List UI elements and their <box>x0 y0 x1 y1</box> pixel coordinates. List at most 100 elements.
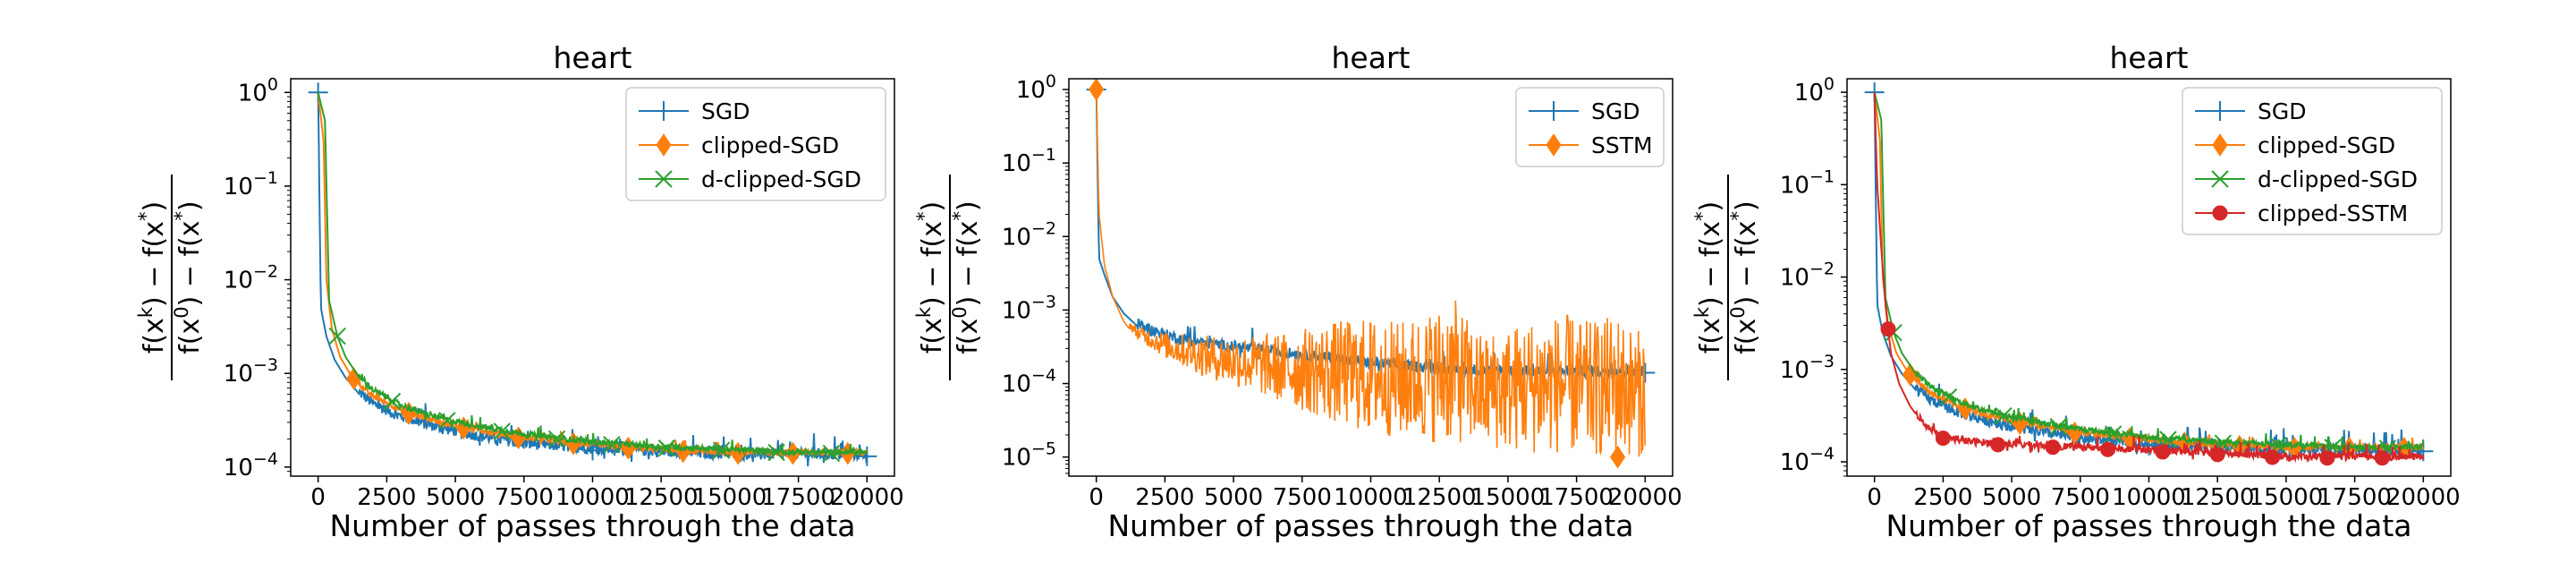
legend-label: clipped-SGD <box>2258 132 2395 158</box>
legend-item: d-clipped-SGD <box>2195 166 2418 192</box>
y-tick-label: 100 <box>1016 72 1056 104</box>
y-tick-label: 10−4 <box>1780 444 1835 476</box>
legend-item: SGD <box>639 98 750 124</box>
data-marker <box>657 439 676 457</box>
x-tick-label: 0 <box>1867 484 1882 511</box>
data-marker <box>2155 444 2171 460</box>
data-marker <box>2265 449 2281 465</box>
data-marker <box>712 441 731 459</box>
data-marker <box>2209 447 2225 463</box>
y-tick-label: 10−2 <box>1002 218 1056 251</box>
series-d-clipped-SGD <box>1873 91 2425 457</box>
data-marker <box>2099 441 2115 457</box>
x-tick-label: 2500 <box>1913 484 1972 511</box>
x-tick-label: 0 <box>310 484 326 511</box>
legend-item: clipped-SSTM <box>2195 200 2408 226</box>
x-tick-label: 17500 <box>2318 484 2392 511</box>
legend-marker <box>654 101 674 121</box>
data-marker <box>1902 362 1919 387</box>
x-tick-label: 12500 <box>1402 484 1477 511</box>
legend-label: d-clipped-SGD <box>701 166 861 192</box>
y-axis-label: f(xk) − f(x*)f(x0) − f(x*) <box>1691 175 1762 380</box>
x-tick-label: 15000 <box>693 484 767 511</box>
x-tick-label: 5000 <box>1982 484 2041 511</box>
data-marker <box>2104 425 2123 443</box>
legend-box <box>625 87 886 201</box>
x-tick-label: 17500 <box>1539 484 1614 511</box>
x-tick-label: 5000 <box>1204 484 1263 511</box>
x-tick-label: 7500 <box>2051 484 2110 511</box>
data-marker <box>1935 430 1951 447</box>
y-tick-label: 10−1 <box>1780 166 1835 199</box>
data-marker <box>675 439 691 464</box>
y-label-denominator: f(x0) − f(x*) <box>949 200 984 354</box>
legend-label: clipped-SGD <box>701 132 839 158</box>
data-marker <box>383 392 402 411</box>
x-axis-label: Number of passes through the data <box>1107 508 1633 543</box>
legend-item: clipped-SGD <box>2195 132 2395 158</box>
y-tick-label: 10−2 <box>1780 260 1835 292</box>
data-marker <box>822 444 841 463</box>
legend-marker <box>1544 101 1563 121</box>
x-tick-label: 7500 <box>1273 484 1332 511</box>
data-marker <box>547 430 566 448</box>
legend-item: clipped-SGD <box>639 132 839 158</box>
y-label-denominator: f(x0) − f(x*) <box>1727 200 1762 354</box>
data-marker <box>1089 79 1105 101</box>
x-tick-label: 10000 <box>2112 484 2186 511</box>
legend-item: SGD <box>2195 98 2307 124</box>
y-label-denominator: f(x0) − f(x*) <box>171 200 206 354</box>
legend-marker <box>2212 133 2228 157</box>
y-tick-label: 100 <box>1794 74 1835 107</box>
data-marker <box>2049 417 2067 436</box>
x-axis-label: Number of passes through the data <box>329 508 855 543</box>
legend-item: SSTM <box>1529 132 1653 158</box>
y-tick-label: 100 <box>238 74 278 107</box>
x-tick-label: 2500 <box>1135 484 1194 511</box>
x-tick-label: 12500 <box>2181 484 2255 511</box>
legend-box <box>2182 87 2443 235</box>
y-tick-label: 10−3 <box>1002 292 1056 324</box>
x-tick-label: 20000 <box>2386 484 2461 511</box>
legend: SGD SSTM <box>1515 87 1665 167</box>
data-marker <box>1939 388 1958 406</box>
y-tick-label: 10−1 <box>1002 145 1056 177</box>
plot-area <box>1086 79 1656 469</box>
data-marker <box>2374 450 2390 466</box>
data-marker <box>1610 445 1626 469</box>
x-tick-label: 10000 <box>1334 484 1408 511</box>
legend-marker <box>2210 101 2230 121</box>
x-tick-label: 15000 <box>1471 484 1546 511</box>
legend-label: d-clipped-SGD <box>2258 166 2418 192</box>
x-tick-label: 17500 <box>761 484 835 511</box>
chart-title: heart <box>554 40 632 75</box>
x-tick-label: 12500 <box>624 484 699 511</box>
legend-marker <box>2212 205 2228 221</box>
legend-marker <box>2211 170 2229 188</box>
y-tick-label: 10−4 <box>1002 366 1056 398</box>
y-label-numerator: f(xk) − f(x*) <box>135 201 170 354</box>
x-tick-label: 0 <box>1089 484 1104 511</box>
series-d-clipped-SGD <box>317 92 869 463</box>
y-tick-label: 10−3 <box>1780 352 1835 384</box>
legend-label: SGD <box>2258 98 2307 124</box>
y-label-numerator: f(xk) − f(x*) <box>913 201 948 354</box>
series-line <box>1095 89 1647 457</box>
y-label-numerator: f(xk) − f(x*) <box>1691 201 1726 354</box>
data-marker <box>2045 439 2061 456</box>
data-marker <box>438 412 456 430</box>
data-marker <box>767 443 785 462</box>
chart-title: heart <box>2110 40 2189 75</box>
data-marker <box>582 440 603 461</box>
x-axis-label: Number of passes through the data <box>1885 508 2411 543</box>
y-tick-label: 10−2 <box>224 262 278 294</box>
legend: SGD clipped-SGD d-clipped-SGD <box>625 87 886 201</box>
legend-label: SGD <box>701 98 750 124</box>
series-clipped-SSTM <box>1873 92 2425 466</box>
x-tick-label: 15000 <box>2250 484 2324 511</box>
data-marker <box>1990 437 2006 453</box>
y-tick-label: 10−5 <box>1002 439 1056 472</box>
data-marker <box>493 422 511 440</box>
y-axis-label: f(xk) − f(x*)f(x0) − f(x*) <box>913 175 984 380</box>
